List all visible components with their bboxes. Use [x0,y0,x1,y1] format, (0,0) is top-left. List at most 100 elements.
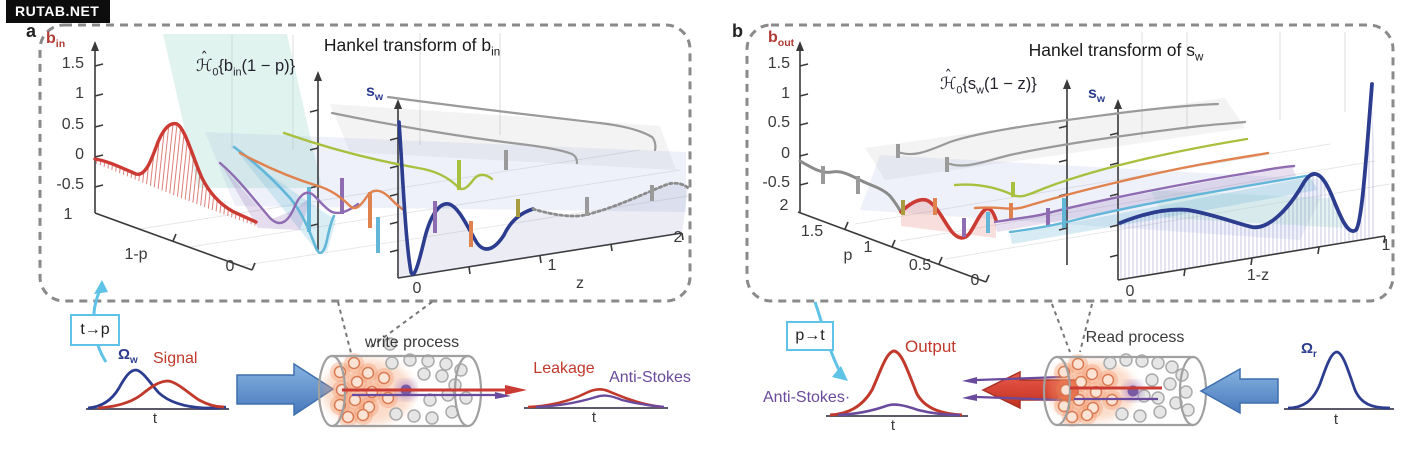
panel-a-frame [38,23,692,303]
anti-stokes-output-pulse [837,403,961,417]
panel-a-title: Hankel transform of bin [323,35,501,59]
p-axis [797,211,990,283]
signal-pulse [97,379,225,410]
omega-r-label: Ωr [1301,340,1317,360]
panel-b-frame [745,23,1395,303]
p-tick-label: 0 [970,272,980,289]
p-tick-label: 2 [779,197,789,214]
s-w-axis-label-b: sw [1088,85,1106,106]
cyan-back-curve [1008,173,1314,234]
b-out-tick-label: 0.5 [767,114,790,131]
write-funnel-dashes [337,301,433,358]
b-out-tick-label: 0 [781,145,790,162]
z-axis-start-tick-label-b: 0 [1125,283,1135,300]
b-in-tick-label: 1.5 [61,55,84,72]
anti-stokes-output-beams [976,375,1063,402]
output-label: Output [905,337,957,356]
gray-mode-curve-1 [330,111,579,165]
b-in-axis [94,48,104,213]
red-output-ticks [901,198,990,237]
read-time-axis-label: t [1333,411,1339,428]
purple-wedge [222,166,312,230]
leakage-pulse [527,387,663,409]
gray-mode-curve-2 [386,95,657,152]
gray-back-curve-2 [945,120,1247,167]
p-to-t-transform-box: p→t [786,321,834,351]
z-tick-label: 2 [673,229,683,246]
b-in-tick-label: 0 [75,146,84,163]
write-input-arrow [236,362,335,417]
gray-output-ticks [821,166,860,194]
panel-b-formula: ℋ ˆ 0{sw(1 − z)} [940,66,1037,97]
z-axis-end-tick-label-b: 1 [1381,237,1391,254]
panel-a-plot [91,33,690,279]
anti-stokes-beam-head-2 [962,394,977,401]
read-process-label: Read process [1085,329,1185,346]
s-w-axis-arrow [394,99,402,109]
read-control-arrow [1199,367,1279,415]
anti-stokes-beam-arrowhead [495,392,511,399]
time-to-p-arrowhead [94,280,108,294]
b-out-axis-label: bout [768,29,795,50]
navy-retrieved-curve [1118,82,1374,233]
b-out-axis [799,48,809,212]
panel-b-title: Hankel transform of sw [1028,40,1204,64]
wall-gridlines [231,33,501,150]
b-in-axis-arrow [91,41,99,51]
b-in-tick-label: 1 [75,85,84,102]
gray-back-curve-1 [896,102,1220,156]
panel-b-tag: b [732,21,743,41]
p-tick-label: 1.5 [800,223,824,240]
p-axis-start-tick-label: 1 [63,206,73,223]
signal-label: Signal [153,350,198,367]
green-mode-curve [282,131,494,191]
omega-w-pulse [87,368,227,410]
b-out-tick-label: -0.5 [762,174,790,191]
hankel-axis-arrow [314,71,322,81]
teal-plane [163,34,322,188]
output-pulse [829,349,963,417]
anti-stokes-output-label: Anti-Stokes· [763,389,851,406]
leakage-label: Leakage [533,360,595,377]
output-time-axis-label: t [890,417,896,434]
gray-surface-b [865,98,1245,180]
b-out-tick-label: 1 [781,85,790,102]
omega-r-pulse [1287,350,1391,410]
input-pulse-curve [93,121,258,224]
leakage-beam-arrowhead [505,385,527,395]
read-funnel-dashes [1051,303,1093,353]
b-out-axis-arrow [796,41,804,51]
t-to-p-transform-box: t→p [70,314,120,346]
p-axis-label-b: p [843,247,853,264]
p-tick-label: 1 [863,239,873,256]
bessel-sample-ticks [376,185,654,253]
b-in-axis-label: bin [46,30,66,51]
b-out-tick-label: 1.5 [767,55,790,72]
input-time-axis-label: t [152,410,158,427]
s-w-axis-label: sw [366,83,384,104]
s-w-axis-b-arrow [1114,99,1122,109]
navy-bessel-curve [397,120,535,276]
s-w-axis [389,106,399,278]
p-axis-label: 1-p [124,246,148,263]
watermark-badge: RUTAB.NET [6,0,111,23]
z-tick-label: 1 [547,257,557,274]
b-in-tick-label: -0.5 [56,176,84,193]
one-minus-p-axis [94,212,256,271]
orange-mode-curve [238,151,406,212]
panel-a-formula: ℋ ˆ 0{bin(1 − p)} [196,48,296,79]
purple-back-curve [993,164,1296,224]
panel-a-tag: a [26,21,37,41]
read-cell-cylinder [1042,355,1208,427]
hankel-axis [309,78,319,250]
z-tick-label: 0 [412,280,422,297]
gray-bessel-tail [531,181,690,218]
anti-stokes-beam-head-1 [962,377,977,384]
anti-stokes-label: Anti-Stokes [609,369,691,386]
z-axis [397,232,684,279]
wall-gridlines-b [1141,32,1346,138]
z-axis-label: z [576,275,584,292]
read-diagram [813,301,1394,427]
